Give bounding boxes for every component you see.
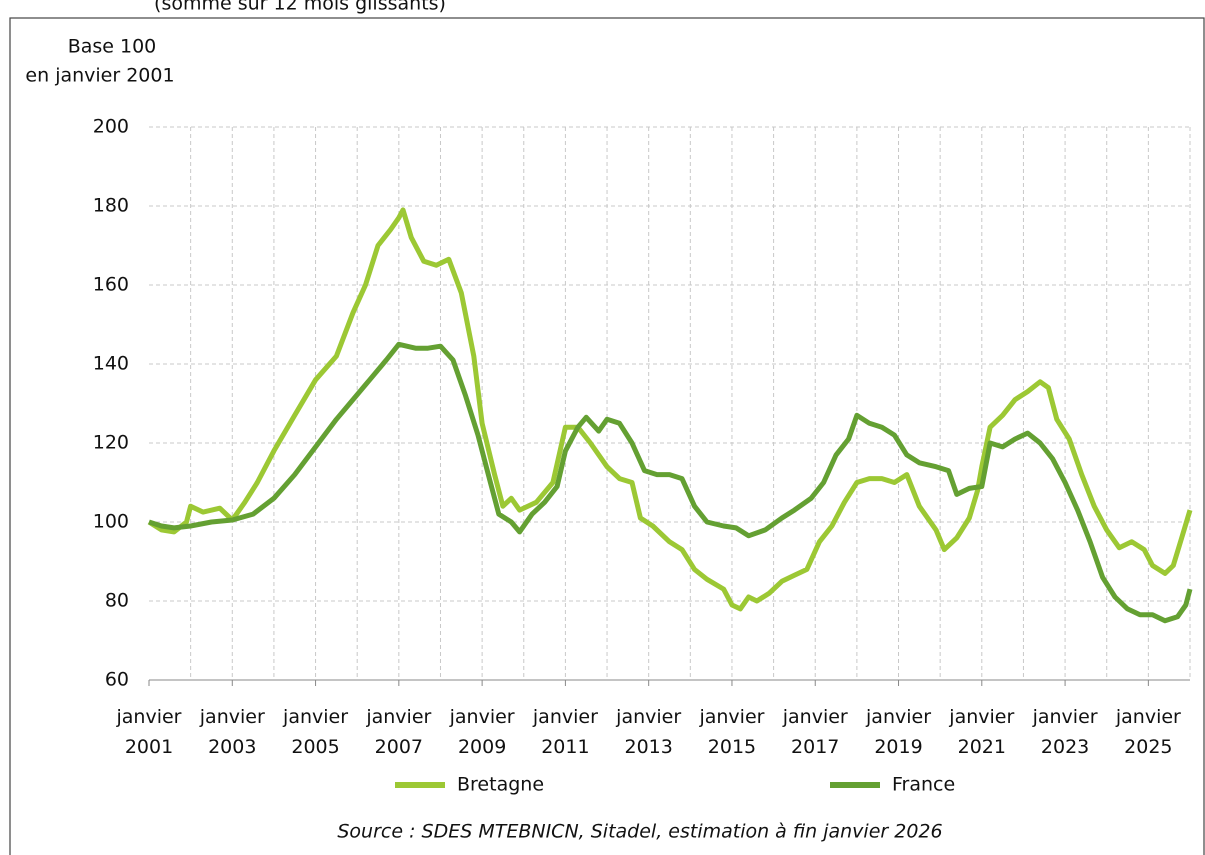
x-tick-label-line: janvier [698, 706, 764, 728]
x-tick-label-line: 2019 [874, 736, 922, 758]
x-tick-label: janvier 2021 [948, 706, 1014, 758]
x-tick-label: janvier 2019 [865, 706, 931, 758]
frame [9, 17, 1205, 855]
x-tick-label-line: 2023 [1041, 736, 1089, 758]
x-tick-label-line: janvier [199, 706, 265, 728]
x-tick-label-line: 2021 [958, 736, 1006, 758]
x-tick-label-line: 2005 [291, 736, 339, 758]
y-tick-label: 100 [93, 511, 129, 533]
x-tick-label-line: janvier [449, 706, 515, 728]
x-tick-label-line: janvier [1115, 706, 1181, 728]
x-tick-label: janvier 2007 [365, 706, 431, 758]
x-tick-label: janvier 2005 [282, 706, 348, 758]
x-tick-label-line: 2017 [791, 736, 839, 758]
chart-subtitle: (somme sur 12 mois glissants) [154, 0, 446, 15]
y-tick-label: 60 [105, 669, 129, 691]
x-tick-label: janvier 2013 [615, 706, 681, 758]
data-line [148, 341, 1193, 624]
x-tick-label-line: janvier [532, 706, 598, 728]
x-tick-label-line: janvier [365, 706, 431, 728]
x-tick-label: janvier 2023 [1032, 706, 1098, 758]
x-tick-label-line: janvier [282, 706, 348, 728]
x-tick-label-line: 2001 [125, 736, 173, 758]
y-tick-label: 80 [105, 590, 129, 612]
x-tick-label: janvier 2009 [449, 706, 515, 758]
x-tick-label-line: 2025 [1124, 736, 1172, 758]
x-tick-label-line: janvier [782, 706, 848, 728]
x-tick-label: janvier 2017 [782, 706, 848, 758]
y-tick-label: 160 [93, 274, 129, 296]
x-tick-label-line: janvier [116, 706, 182, 728]
legend-label: France [892, 774, 955, 796]
y-tick-label: 180 [93, 195, 129, 217]
x-tick-label-line: 2011 [541, 736, 589, 758]
x-tick-label: janvier 2011 [532, 706, 598, 758]
x-tick-label-line: 2009 [458, 736, 506, 758]
x-tick-label: janvier 2003 [199, 706, 265, 758]
x-tick-label-line: 2003 [208, 736, 256, 758]
x-tick-label-line: janvier [948, 706, 1014, 728]
x-tick-label-line: janvier [1032, 706, 1098, 728]
y-axis-label: en janvier 2001 [25, 65, 174, 87]
x-tick-label-line: 2015 [708, 736, 756, 758]
y-tick-label: 120 [93, 432, 129, 454]
y-tick-label: 140 [93, 353, 129, 375]
x-tick-label: janvier 2001 [116, 706, 182, 758]
x-tick-label-line: janvier [865, 706, 931, 728]
source: Source : SDES MTEBNICN, Sitadel, estimat… [337, 821, 942, 843]
legend-label: Bretagne [457, 774, 544, 796]
x-tick-label: janvier 2025 [1115, 706, 1181, 758]
x-tick-label-line: 2013 [625, 736, 673, 758]
data-line [147, 207, 1193, 612]
y-axis-label: Base 100 [68, 36, 157, 58]
x-tick-label: janvier 2015 [698, 706, 764, 758]
y-tick-label: 200 [93, 116, 129, 138]
x-tick-label-line: 2007 [375, 736, 423, 758]
x-tick-label-line: janvier [615, 706, 681, 728]
